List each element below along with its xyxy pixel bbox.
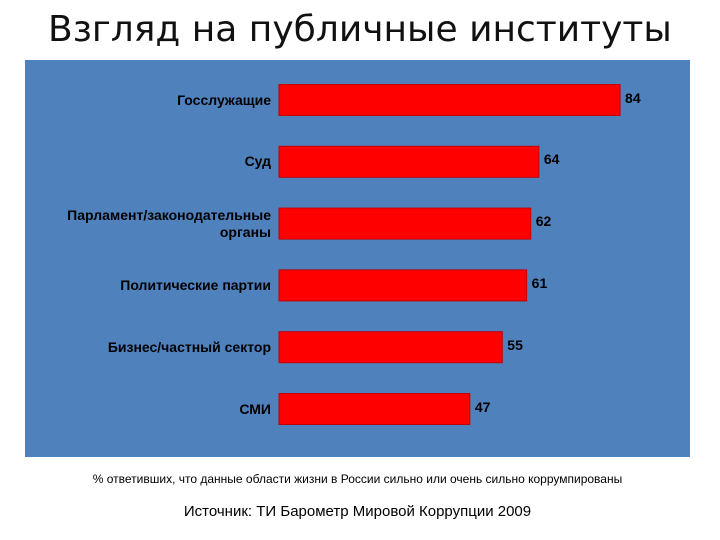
value-label-0: 84	[625, 89, 641, 106]
category-label-0: Госслужащие	[177, 91, 271, 108]
value-label-2: 62	[535, 213, 552, 230]
value-label-3: 61	[531, 274, 548, 291]
bar-0	[278, 84, 621, 116]
bar-5	[278, 393, 471, 425]
category-label-5: СМИ	[239, 400, 271, 417]
bar-4	[278, 331, 503, 364]
chart-note: % ответивших, что данные области жизни в…	[92, 472, 623, 486]
bar-chart-svg	[278, 84, 621, 425]
category-label-4: Бизнес/частный сектор	[107, 338, 271, 355]
bar-chart: Госслужащие 84 Суд 64 Парламент/законодатель…	[25, 60, 690, 457]
bar-1	[278, 145, 540, 178]
value-label-1: 64	[543, 151, 560, 168]
category-label-2: Парламент/законодательные органы	[67, 206, 271, 240]
source-caption: Источник: ТИ Барометр Мировой Коррупции …	[183, 503, 532, 520]
value-label-4: 55	[507, 336, 523, 353]
page-title: Взгляд на публичные институты	[48, 9, 672, 50]
bar-3	[278, 269, 528, 302]
value-label-5: 47	[474, 398, 491, 415]
category-label-1: Суд	[244, 153, 271, 170]
category-label-3: Политические партии	[120, 276, 271, 293]
bar-2	[278, 207, 532, 240]
